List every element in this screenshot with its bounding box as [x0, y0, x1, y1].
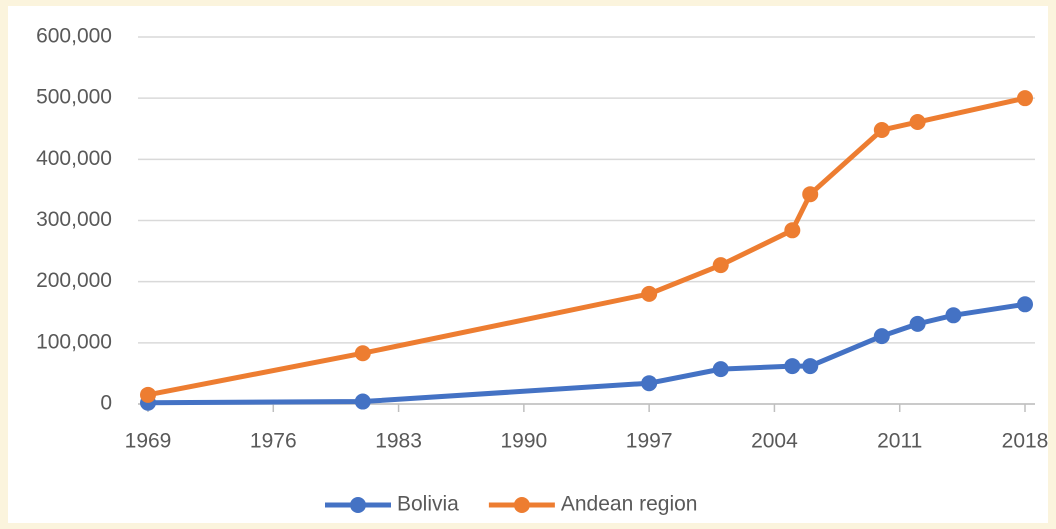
plot-background [8, 6, 1048, 523]
x-tick-label: 1969 [125, 430, 172, 453]
legend-label: Bolivia [397, 493, 459, 516]
x-tick-label: 1983 [375, 430, 422, 453]
legend-marker [513, 497, 530, 513]
series-point [945, 307, 962, 324]
series-point [641, 285, 658, 302]
x-tick-label: 1976 [250, 430, 297, 453]
series-point [784, 358, 801, 375]
y-tick-label: 100,000 [36, 330, 112, 353]
y-tick-label: 0 [100, 392, 112, 415]
series-line [147, 301, 1026, 406]
y-tick-label: 300,000 [36, 208, 112, 231]
series-point [140, 386, 156, 403]
x-tick-label: 1997 [626, 430, 673, 453]
series-point [1017, 296, 1033, 313]
series-point [641, 375, 658, 392]
series-point [909, 315, 926, 332]
series-point [784, 222, 801, 239]
y-tick-label: 200,000 [36, 269, 112, 292]
x-tick-label: 2004 [751, 430, 798, 453]
legend-marker [350, 497, 366, 513]
series-point [873, 121, 890, 138]
y-tick-label: 400,000 [36, 147, 112, 170]
series-point [909, 114, 926, 131]
y-tick-label: 500,000 [36, 86, 112, 109]
series-point [712, 257, 729, 274]
legend-label: Andean region [561, 493, 698, 516]
series-point [354, 393, 371, 410]
x-tick-label: 2011 [877, 430, 922, 453]
series-point [712, 361, 729, 378]
series-point [873, 328, 890, 345]
series-point [1017, 90, 1033, 107]
x-tick-label: 1990 [500, 430, 547, 453]
y-tick-label: 600,000 [36, 25, 112, 48]
x-tick-label: 2018 [1002, 430, 1049, 453]
series-point [354, 345, 371, 362]
series-point [802, 358, 819, 375]
series-point [802, 186, 819, 203]
